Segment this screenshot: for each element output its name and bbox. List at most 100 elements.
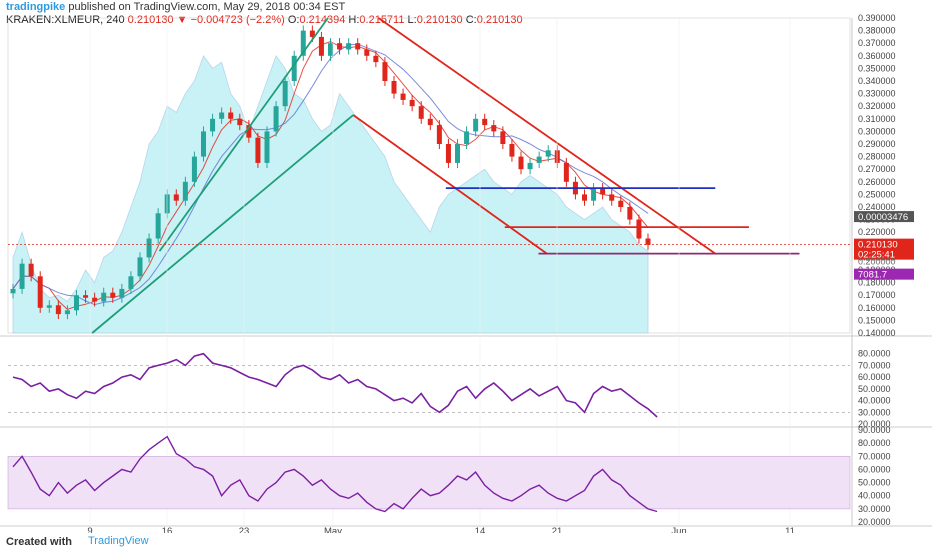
candle [282, 81, 288, 107]
candle [455, 144, 460, 163]
x-tick-label: May [324, 526, 342, 537]
price-tick-label: 0.170000 [858, 290, 896, 300]
volume-tag: 7081.7 [858, 270, 887, 281]
candle [328, 43, 333, 56]
price-tick-label: 0.270000 [858, 164, 896, 174]
price-tick-label: 0.350000 [858, 63, 896, 73]
candle [318, 36, 324, 56]
rsi-tick-label: 30.0000 [858, 407, 891, 417]
candle [400, 93, 406, 100]
candle [464, 131, 470, 144]
candle [536, 156, 542, 163]
candle [101, 292, 107, 302]
candle [173, 194, 179, 201]
candle [436, 125, 442, 144]
rsi-tick-label: 40.0000 [858, 396, 891, 406]
candle [83, 295, 89, 298]
stoch-tick-label: 60.0000 [858, 464, 891, 474]
candle [509, 144, 515, 157]
level-1-label: 0.200000 [858, 257, 896, 267]
x-tick-label: 23 [239, 526, 250, 537]
candle [46, 305, 52, 308]
candle [182, 181, 188, 201]
candle [246, 125, 252, 138]
candle [128, 276, 134, 289]
candle [255, 137, 261, 163]
candle [119, 288, 125, 298]
tradingview-logo-icon[interactable]: TradingView [88, 535, 149, 547]
price-tick-label: 0.260000 [858, 177, 896, 187]
candle [237, 118, 243, 126]
stoch-tick-label: 30.0000 [858, 504, 891, 514]
candle [10, 288, 16, 294]
candle [618, 200, 624, 207]
high-label: H: [348, 14, 360, 26]
close-value: 0.210130 [476, 14, 523, 26]
candle [273, 106, 279, 132]
symbol-label[interactable]: KRAKEN:XLMEUR, 240 [6, 14, 125, 26]
candle [500, 131, 506, 144]
candle [146, 238, 152, 258]
candle [309, 30, 315, 37]
volume-tag-bg [854, 268, 914, 280]
rsi-tick-label: 60.0000 [858, 372, 891, 382]
timer-tag-bg [854, 248, 914, 260]
change-value: −0.004723 (−2.2%) [190, 14, 285, 26]
candle [201, 131, 206, 157]
candle [64, 310, 70, 315]
candle [264, 131, 270, 163]
price-tick-label: 0.360000 [858, 51, 896, 61]
low-label: L: [407, 14, 417, 26]
candle [346, 43, 352, 50]
level-2-tag: 0.00003476 [858, 212, 908, 223]
price-tick-label: 0.380000 [858, 26, 896, 36]
candle [137, 257, 143, 277]
low-value: 0.210130 [416, 14, 463, 26]
candle [74, 295, 79, 311]
red-channel-lower [352, 114, 548, 255]
candle [445, 144, 451, 163]
price-tick-label: 0.390000 [858, 13, 896, 23]
candle [527, 162, 533, 170]
price-tick-label: 0.160000 [858, 303, 896, 313]
candle [636, 219, 642, 239]
price-area [12, 54, 649, 334]
header-published: tradingpike published on TradingView.com… [6, 1, 345, 13]
author-name[interactable]: tradingpike [6, 1, 66, 13]
candle [600, 188, 606, 195]
candle [291, 55, 297, 81]
stoch-tick-label: 80.0000 [858, 438, 891, 448]
candle [418, 106, 424, 119]
price-tick-label: 0.310000 [858, 114, 896, 124]
change-arrow-icon: ▼ [176, 14, 188, 26]
candle [563, 162, 569, 182]
candle [409, 99, 415, 107]
rsi-tick-label: 50.0000 [858, 384, 891, 394]
price-tick-label: 0.180000 [858, 278, 896, 288]
candle [582, 194, 587, 201]
price-tick-label: 0.320000 [858, 101, 896, 111]
candle [55, 305, 61, 315]
x-tick-label: 11 [785, 526, 795, 537]
close-label: C: [465, 14, 477, 26]
candle [609, 194, 615, 201]
price-tick-label: 0.300000 [858, 126, 896, 136]
x-tick-label: 16 [162, 526, 173, 537]
candle [382, 62, 388, 81]
stoch-tick-label: 20.0000 [858, 517, 891, 527]
candle [300, 30, 306, 56]
x-tick-label: 21 [552, 526, 563, 537]
candle [191, 156, 197, 182]
rsi-tick-label: 20.0000 [858, 419, 891, 429]
x-tick-label: Jun [671, 526, 686, 537]
candle [155, 213, 161, 239]
timer-tag: 02:25:41 [858, 250, 895, 261]
candle [518, 156, 524, 170]
rsi-line [12, 352, 658, 418]
candle [482, 118, 488, 126]
candle [491, 125, 497, 132]
x-tick-label: 9 [87, 526, 92, 537]
last-price: 0.210130 [127, 14, 174, 26]
candle [391, 81, 397, 94]
